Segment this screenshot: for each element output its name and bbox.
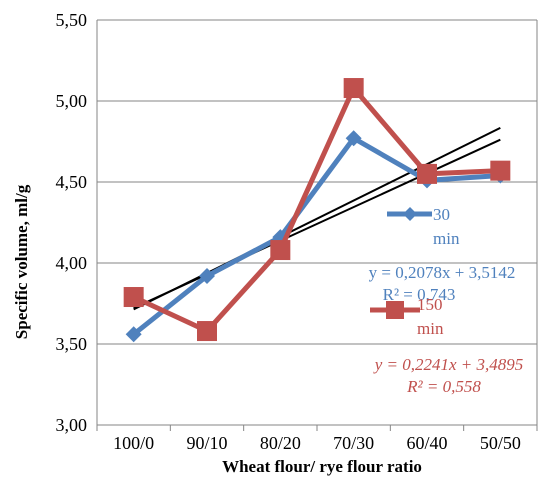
y-tick-label: 4,00 xyxy=(56,253,88,273)
trendline-equation-30-min: y = 0,2078x + 3,5142 xyxy=(369,263,516,282)
data-point-square xyxy=(197,321,217,342)
trendline-equation-150-min: y = 0,2241x + 3,4895 xyxy=(373,355,524,374)
data-point-diamond xyxy=(125,326,142,343)
data-point-square xyxy=(270,240,291,261)
x-tick-label: 60/40 xyxy=(406,433,447,453)
series-layer xyxy=(123,78,511,343)
x-axis-title: Wheat flour/ rye flour ratio xyxy=(222,457,422,476)
label-layer: Specific volume, ml/g Wheat flour/ rye f… xyxy=(12,184,523,476)
data-point-diamond xyxy=(345,130,362,147)
y-tick-label: 5,50 xyxy=(56,10,88,30)
y-tick-label: 3,50 xyxy=(56,334,88,354)
y-tick-label: 3,00 xyxy=(56,415,88,435)
legend-marker-square xyxy=(386,301,404,319)
axis-layer: 3,00 3,50 4,00 4,50 5,00 5,50 100/0 90/10 80/20 7… xyxy=(56,10,538,453)
data-point-square xyxy=(490,160,511,181)
data-point-square xyxy=(343,78,364,99)
x-tick-label: 50/50 xyxy=(480,433,521,453)
legend-label-150-min-unit: min xyxy=(417,319,444,338)
series-line-1 xyxy=(132,85,501,334)
grid-layer xyxy=(97,19,537,345)
y-axis-title: Specific volume, ml/g xyxy=(12,184,31,339)
x-tick-label: 70/30 xyxy=(333,433,374,453)
data-point-diamond xyxy=(199,267,215,284)
series-line-0 xyxy=(132,135,501,337)
legend-label-150-min: 150 xyxy=(417,295,443,314)
y-tick-label: 4,50 xyxy=(56,172,88,192)
legend-label-30-min: 30 xyxy=(433,205,450,224)
x-tick-label: 100/0 xyxy=(113,433,154,453)
data-point-square xyxy=(123,287,144,308)
legend-marker-diamond xyxy=(403,207,417,221)
trendline-1 xyxy=(133,126,501,311)
data-point-square xyxy=(417,163,437,184)
trendline-r2-150-min: R² = 0,558 xyxy=(406,377,481,396)
trendline-r2-30-min: R² = 0,743 xyxy=(383,285,456,304)
y-tick-label: 5,00 xyxy=(56,91,88,111)
legend-label-30-min-unit: min xyxy=(433,229,460,248)
x-tick-label: 90/10 xyxy=(186,433,227,453)
x-tick-label: 80/20 xyxy=(260,433,301,453)
trendline-layer xyxy=(133,126,501,311)
